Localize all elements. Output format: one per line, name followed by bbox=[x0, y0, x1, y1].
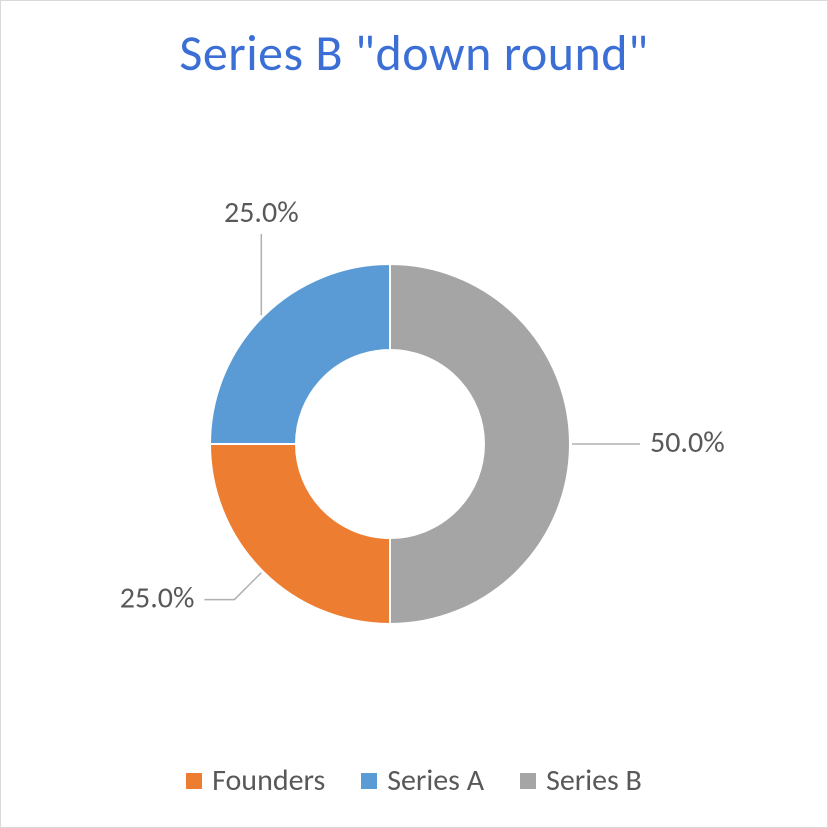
chart-title: Series B "down round" bbox=[1, 23, 827, 84]
percent-label: 25.0% bbox=[224, 194, 299, 231]
legend-item-series-b: Series B bbox=[520, 762, 642, 799]
legend-swatch bbox=[186, 773, 202, 789]
legend-label: Series A bbox=[387, 762, 484, 799]
slice-series-a bbox=[210, 264, 390, 444]
legend-item-founders: Founders bbox=[186, 762, 325, 799]
slice-series-b bbox=[390, 264, 570, 624]
legend-label: Founders bbox=[212, 762, 325, 799]
legend-label: Series B bbox=[546, 762, 642, 799]
percent-label: 25.0% bbox=[120, 580, 195, 617]
legend-item-series-a: Series A bbox=[361, 762, 484, 799]
percent-label: 50.0% bbox=[650, 424, 725, 461]
donut-chart: 50.0% 25.0% 25.0% bbox=[34, 154, 794, 714]
legend: Founders Series A Series B bbox=[1, 761, 827, 800]
legend-swatch bbox=[361, 773, 377, 789]
leader-line bbox=[204, 573, 261, 600]
plot-area: 50.0% 25.0% 25.0% bbox=[1, 151, 827, 717]
legend-swatch bbox=[520, 773, 536, 789]
chart-frame: Series B "down round" 50.0% 25.0% 25.0% Fo… bbox=[0, 0, 828, 828]
